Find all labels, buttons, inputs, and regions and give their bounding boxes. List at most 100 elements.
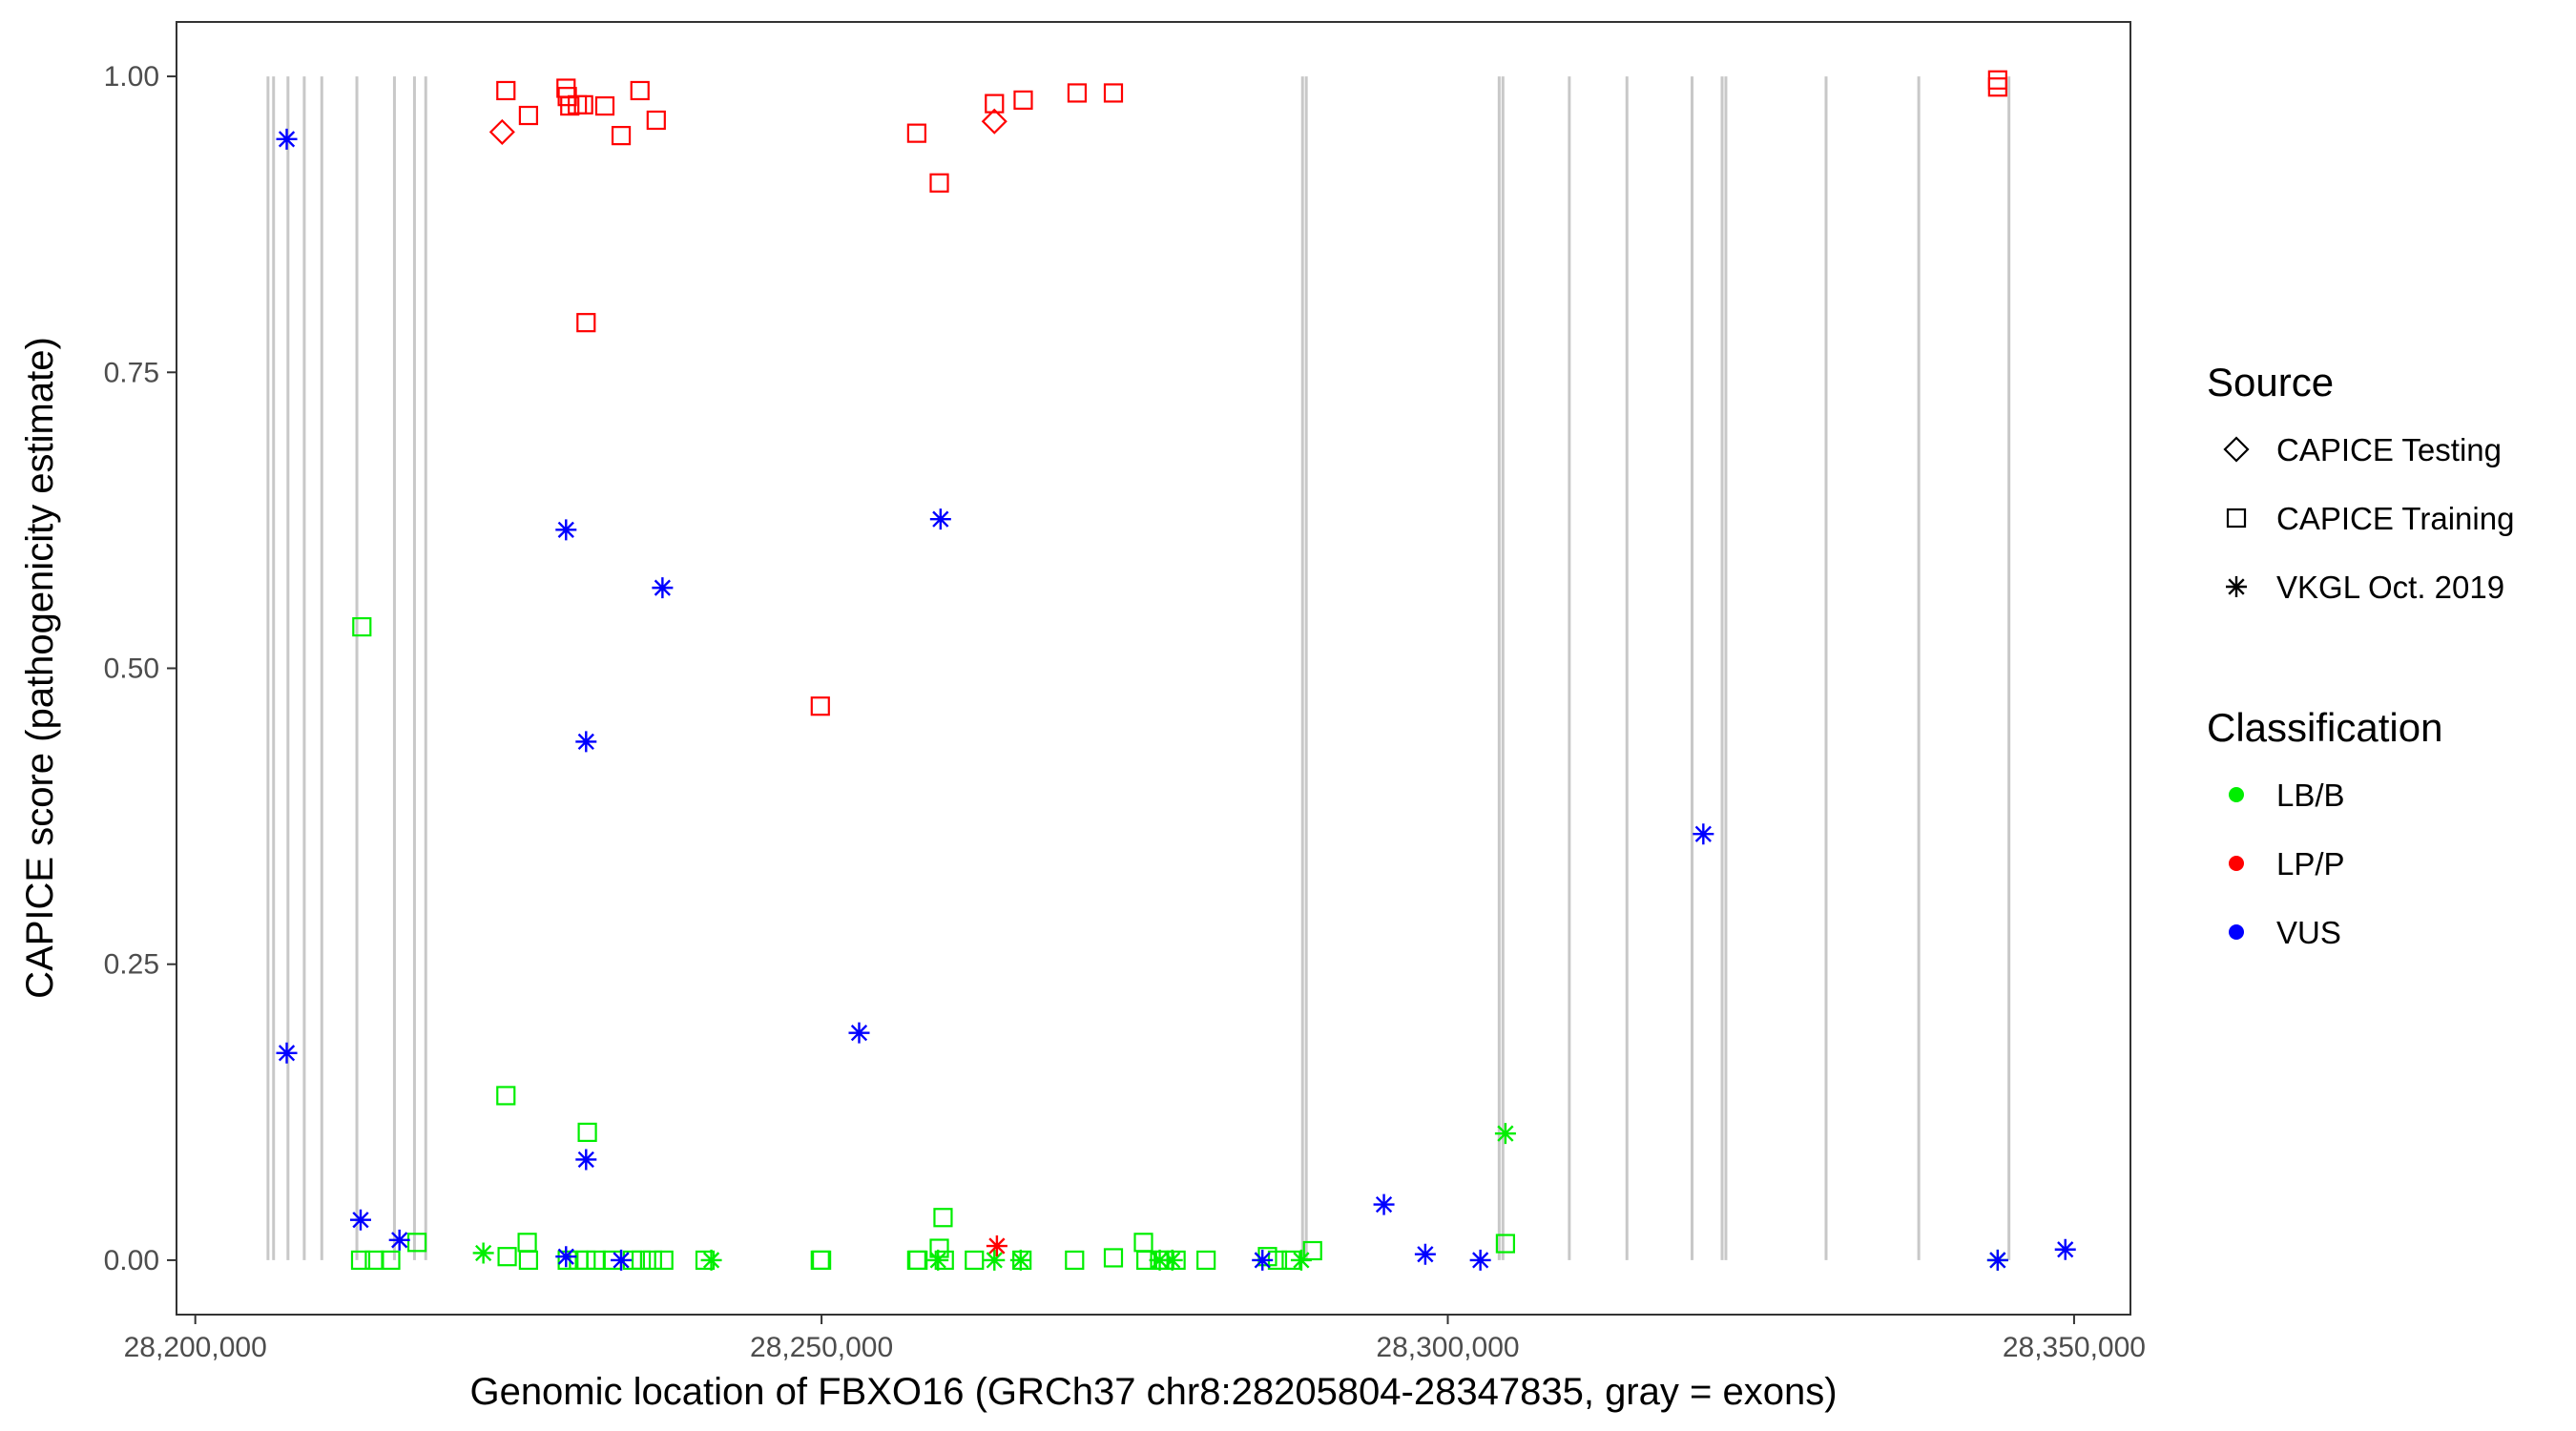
data-point-asterisk bbox=[1494, 1123, 1516, 1145]
data-point-asterisk bbox=[986, 1235, 1008, 1257]
data-points bbox=[276, 70, 2076, 1271]
y-tick-label: 0.00 bbox=[104, 1245, 159, 1276]
data-point-asterisk bbox=[575, 1149, 597, 1171]
data-point-square bbox=[611, 126, 632, 146]
data-point-square bbox=[642, 1250, 662, 1271]
data-point-square bbox=[908, 1250, 928, 1271]
data-point-asterisk bbox=[276, 128, 298, 150]
data-point-asterisk bbox=[575, 731, 597, 753]
legend-classification-title: Classification bbox=[2207, 705, 2442, 750]
data-point-square bbox=[406, 1233, 427, 1253]
legend-color-key bbox=[2229, 856, 2244, 871]
data-point-diamond bbox=[2223, 436, 2250, 463]
data-point-asterisk bbox=[2054, 1238, 2076, 1260]
y-tick-label: 0.75 bbox=[104, 357, 159, 388]
data-point-square bbox=[929, 1238, 949, 1258]
legend-class-label: LB/B bbox=[2276, 778, 2345, 813]
data-point-asterisk bbox=[927, 1249, 949, 1271]
legend-source-label: CAPICE Training bbox=[2276, 501, 2514, 536]
data-point-diamond bbox=[981, 108, 1008, 135]
data-point-square bbox=[812, 1250, 832, 1271]
data-point-square bbox=[496, 80, 516, 101]
data-point-asterisk bbox=[1149, 1249, 1171, 1271]
data-point-diamond bbox=[488, 118, 515, 145]
data-point-square bbox=[1302, 1240, 1322, 1261]
data-point-asterisk bbox=[1009, 1249, 1031, 1271]
legend-color-key bbox=[2229, 924, 2244, 940]
data-point-square bbox=[560, 95, 580, 116]
data-point-square bbox=[1196, 1250, 1216, 1271]
data-point-asterisk bbox=[1469, 1249, 1491, 1271]
data-point-square bbox=[1013, 90, 1033, 110]
data-point-asterisk bbox=[652, 577, 674, 599]
x-tick-label: 28,350,000 bbox=[2003, 1332, 2146, 1363]
data-point-square bbox=[1065, 1250, 1085, 1271]
data-point-square bbox=[352, 616, 372, 637]
data-point-square bbox=[810, 696, 830, 716]
data-point-square bbox=[557, 1250, 577, 1271]
exon-lines bbox=[266, 76, 2011, 1260]
legend-source-title: Source bbox=[2207, 360, 2334, 404]
data-point-square bbox=[497, 1247, 517, 1267]
data-point-square bbox=[350, 1250, 371, 1271]
data-point-asterisk bbox=[700, 1249, 722, 1271]
data-point-square bbox=[1495, 1234, 1516, 1254]
legend-class-label: VUS bbox=[2276, 915, 2341, 950]
data-point-asterisk bbox=[555, 519, 577, 541]
data-point-square bbox=[1103, 1248, 1124, 1268]
data-point-asterisk bbox=[1161, 1249, 1183, 1271]
x-tick-label: 28,200,000 bbox=[124, 1332, 267, 1363]
data-point-asterisk bbox=[1693, 823, 1714, 845]
y-tick-label: 0.50 bbox=[104, 653, 159, 685]
y-axis-title: CAPICE score (pathogenicity estimate) bbox=[19, 337, 61, 999]
data-point-square bbox=[985, 93, 1005, 114]
data-point-asterisk bbox=[555, 1246, 577, 1268]
data-point-square bbox=[654, 1250, 674, 1271]
x-tick-label: 28,300,000 bbox=[1376, 1332, 1519, 1363]
data-point-square bbox=[573, 94, 593, 114]
data-point-square bbox=[1103, 83, 1124, 103]
x-tick-label: 28,250,000 bbox=[750, 1332, 893, 1363]
data-point-square bbox=[594, 95, 615, 116]
data-point-asterisk bbox=[388, 1229, 410, 1251]
legend-source-label: VKGL Oct. 2019 bbox=[2276, 570, 2504, 605]
data-point-square bbox=[2226, 508, 2247, 529]
data-point-square bbox=[496, 1086, 516, 1106]
y-tick-label: 1.00 bbox=[104, 61, 159, 93]
data-point-square bbox=[631, 1250, 652, 1271]
data-point-asterisk bbox=[611, 1249, 633, 1271]
data-point-square bbox=[646, 110, 666, 131]
data-point-asterisk bbox=[1373, 1193, 1395, 1215]
y-tick-label: 0.25 bbox=[104, 949, 159, 981]
axes: 0.00 0.25 0.50 0.75 1.00 28,200,000 28,250,000… bbox=[104, 61, 2146, 1363]
data-point-asterisk bbox=[2226, 576, 2247, 597]
data-point-asterisk bbox=[472, 1242, 494, 1264]
data-point-square bbox=[630, 80, 650, 101]
data-point-square bbox=[1067, 83, 1088, 103]
x-axis-title: Genomic location of FBXO16 (GRCh37 chr8:… bbox=[469, 1371, 1837, 1413]
data-point-square bbox=[929, 173, 949, 193]
legend: Source Classification CAPICE Testing CAPI… bbox=[2207, 360, 2514, 950]
data-point-asterisk bbox=[276, 1042, 298, 1064]
data-point-square bbox=[1987, 77, 2007, 97]
data-point-asterisk bbox=[1290, 1249, 1312, 1271]
legend-source-label: CAPICE Testing bbox=[2276, 432, 2502, 467]
data-point-asterisk bbox=[984, 1249, 1006, 1271]
data-point-asterisk bbox=[929, 508, 951, 530]
data-point-asterisk bbox=[1986, 1249, 2008, 1271]
data-point-square bbox=[965, 1250, 985, 1271]
data-point-square bbox=[576, 313, 596, 333]
data-point-square bbox=[518, 1250, 539, 1271]
data-point-asterisk bbox=[349, 1209, 371, 1231]
data-point-asterisk bbox=[848, 1022, 870, 1044]
data-point-square bbox=[933, 1208, 953, 1228]
data-point-square bbox=[576, 1250, 596, 1271]
data-point-asterisk bbox=[1252, 1249, 1274, 1271]
legend-color-key bbox=[2229, 787, 2244, 802]
data-point-asterisk bbox=[1414, 1243, 1436, 1265]
data-point-square bbox=[906, 123, 926, 143]
data-point-square bbox=[381, 1250, 401, 1271]
data-point-square bbox=[577, 1122, 597, 1143]
